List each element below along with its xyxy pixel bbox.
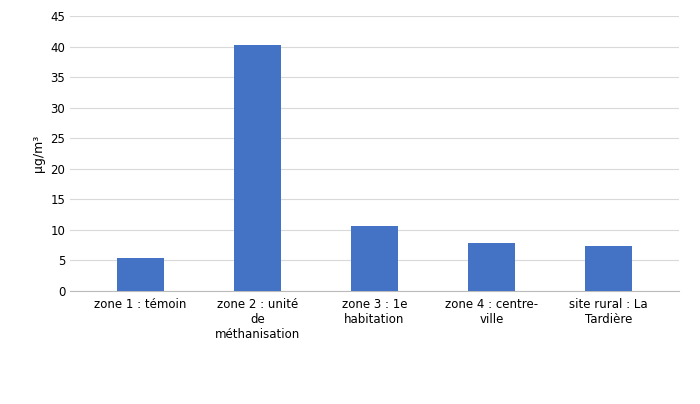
Bar — [351, 225, 398, 291]
Bar — [585, 246, 632, 291]
Bar — [117, 258, 164, 291]
Bar — [468, 243, 515, 291]
Bar — [234, 45, 281, 291]
Y-axis label: µg/m³: µg/m³ — [32, 135, 45, 172]
